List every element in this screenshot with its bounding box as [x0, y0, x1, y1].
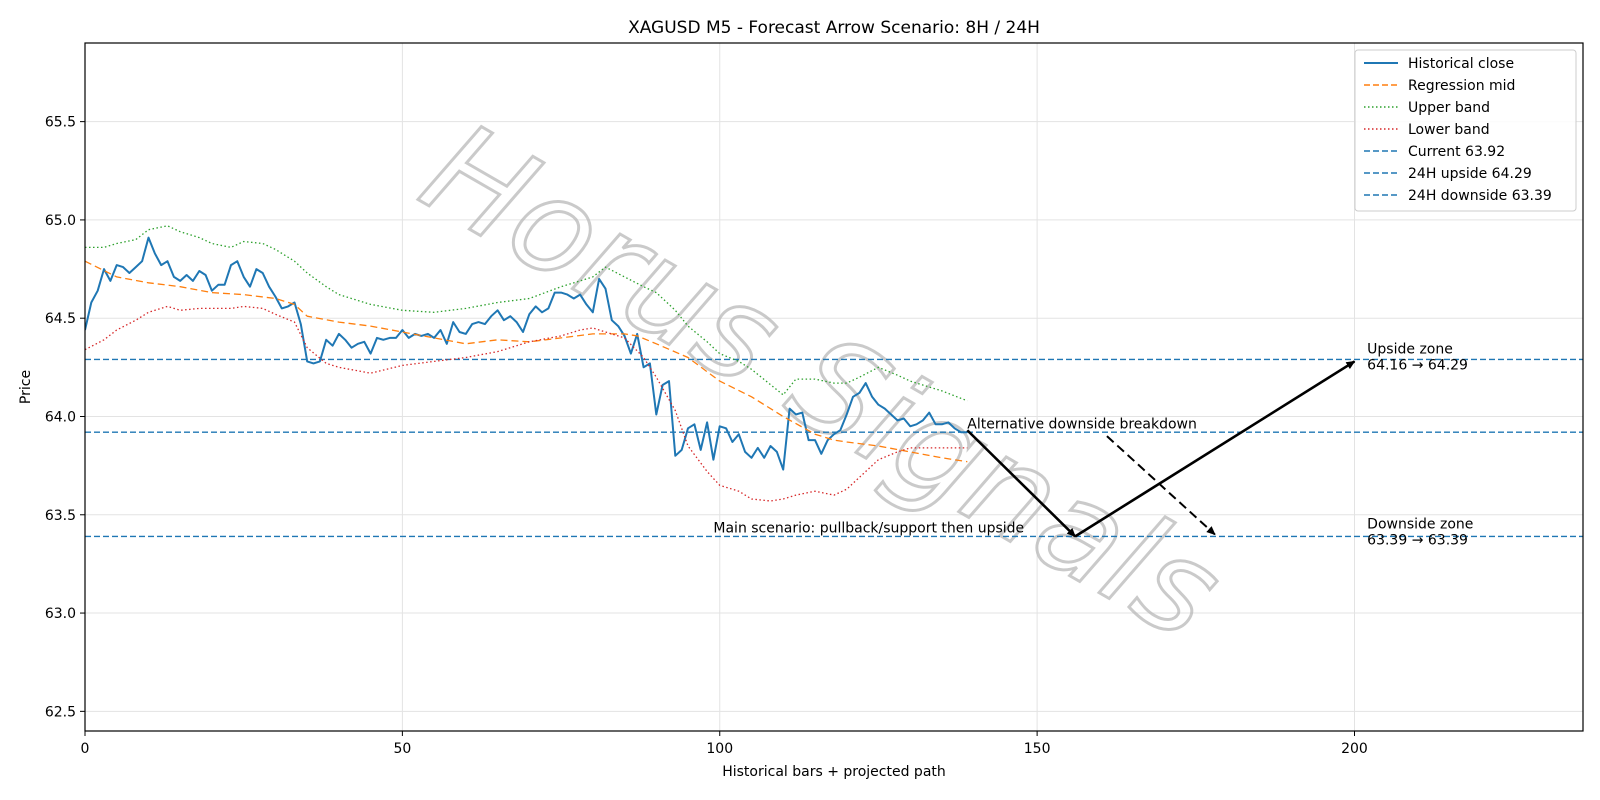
legend: Historical close Regression mid Upper band… — [1354, 49, 1577, 212]
y-tick-label: 63.5 — [45, 508, 76, 524]
annotation-4: Downside zone — [1367, 517, 1473, 533]
x-tick-label: 150 — [1024, 741, 1051, 757]
series-line-0 — [85, 236, 968, 471]
scenario-arrow-2 — [1106, 435, 1216, 536]
legend-label-0: Historical close — [1408, 56, 1514, 72]
x-tick-label: 50 — [393, 741, 411, 757]
reference-lines — [85, 358, 1583, 538]
x-axis-label: Historical bars + projected path — [722, 764, 946, 780]
legend-label-1: Regression mid — [1408, 78, 1515, 94]
chart-title: XAGUSD M5 - Forecast Arrow Scenario: 8H … — [628, 18, 1040, 38]
scenario-arrow-0 — [966, 429, 1077, 538]
legend-label-2: Upper band — [1408, 100, 1490, 116]
y-tick-label: 63.0 — [45, 606, 76, 622]
x-tick-label: 100 — [706, 741, 733, 757]
y-tick-label: 65.0 — [45, 213, 76, 229]
series-lines — [85, 225, 968, 502]
y-axis-label: Price — [18, 370, 34, 404]
annotation-0: Upside zone — [1367, 342, 1453, 358]
legend-label-5: 24H upside 64.29 — [1408, 166, 1532, 182]
annotation-2: Alternative downside breakdown — [967, 416, 1197, 432]
annotation-5: 63.39 → 63.39 — [1367, 532, 1468, 548]
plot-frame — [84, 42, 1584, 732]
y-tick-label: 64.0 — [45, 409, 76, 425]
y-tick-label: 62.5 — [45, 704, 76, 720]
annotation-3: Main scenario: pullback/support then ups… — [713, 520, 1024, 536]
series-line-2 — [85, 225, 968, 402]
scenario-arrows — [966, 360, 1356, 538]
axis-ticks: 0 50 100 150 200 62.5 63.0 63.5 64.0 64.5 65.0 65.5 — [45, 115, 1368, 757]
legend-label-6: 24H downside 63.39 — [1408, 188, 1552, 204]
scenario-arrow-1 — [1074, 360, 1356, 538]
legend-box — [1354, 49, 1577, 212]
annotation-1: 64.16 → 64.29 — [1367, 357, 1468, 373]
y-tick-label: 64.5 — [45, 311, 76, 327]
y-tick-label: 65.5 — [45, 115, 76, 131]
grid — [84, 43, 1583, 731]
series-line-3 — [85, 305, 968, 502]
legend-label-3: Lower band — [1408, 122, 1490, 138]
series-line-1 — [85, 260, 968, 463]
x-tick-label: 200 — [1341, 741, 1368, 757]
x-tick-label: 0 — [81, 741, 90, 757]
legend-label-4: Current 63.92 — [1408, 144, 1505, 160]
